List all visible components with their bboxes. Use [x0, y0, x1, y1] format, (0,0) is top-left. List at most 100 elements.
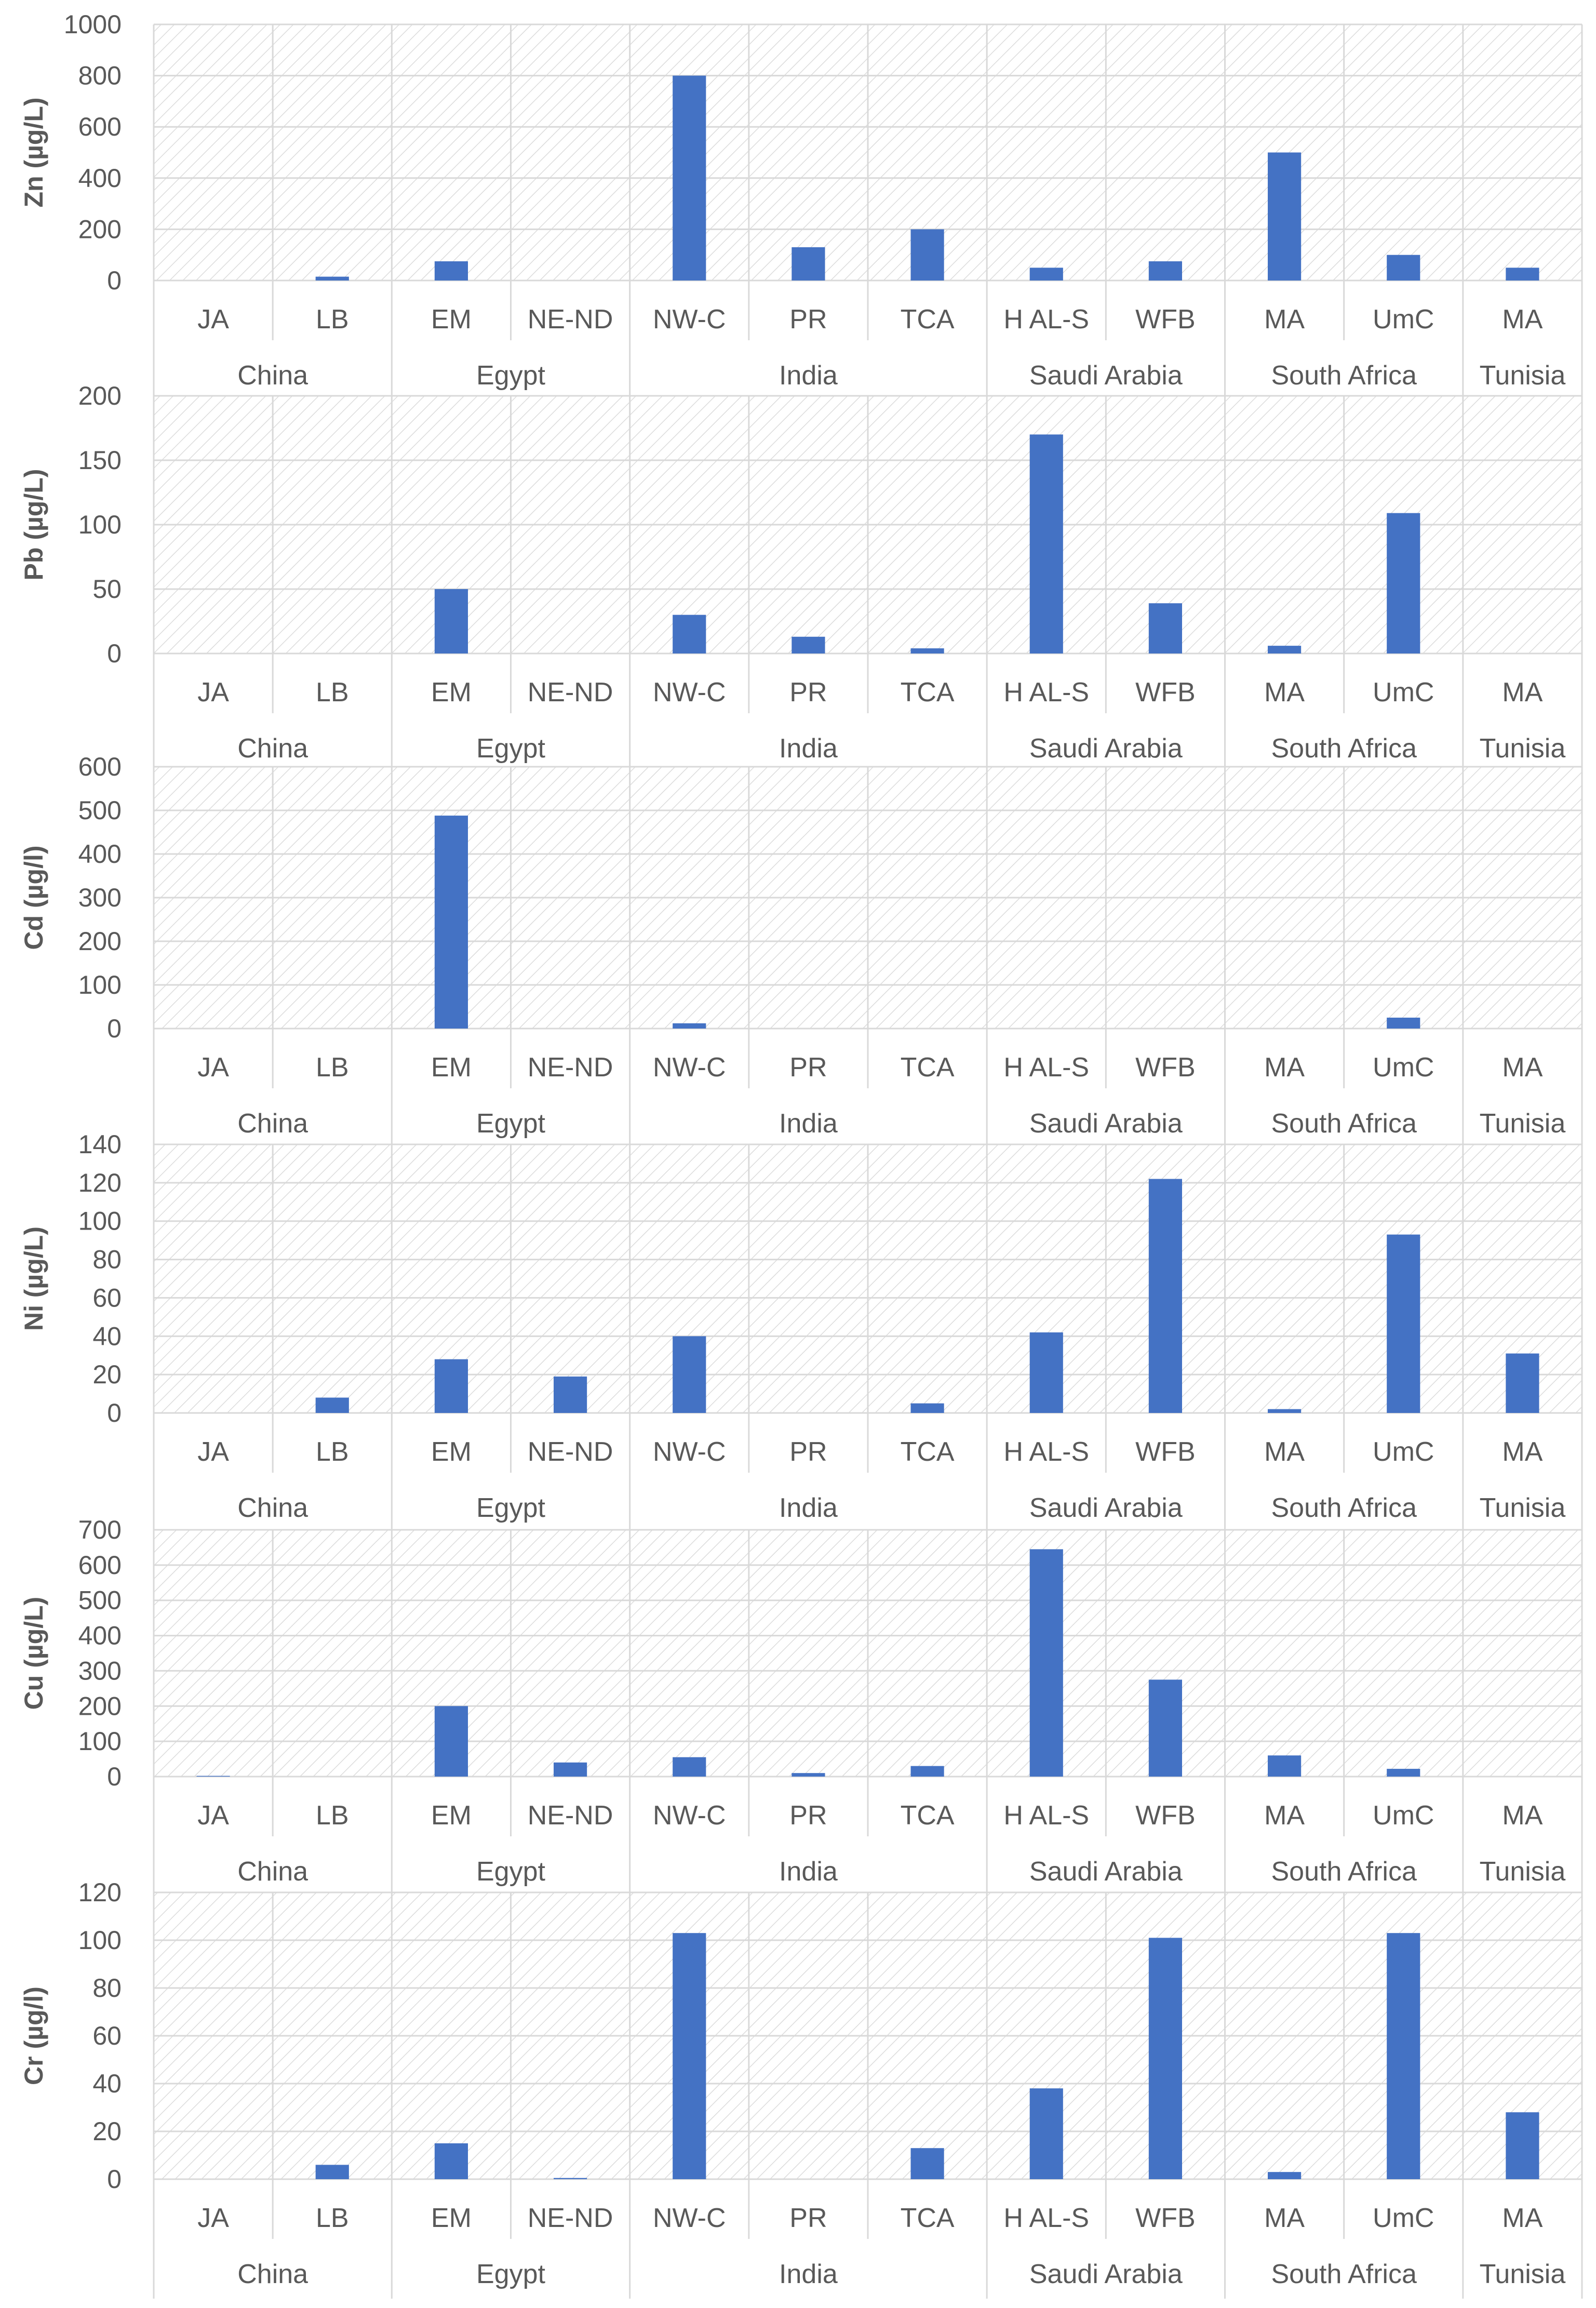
- x-group-label: India: [779, 361, 838, 391]
- y-tick-label: 0: [107, 1398, 122, 1428]
- x-group-label: Tunisia: [1480, 2259, 1566, 2289]
- panel-3: 0 100 200 300 400 500 600 JA LB EM NE-ND NW-C PR TCA H…: [19, 752, 1583, 1144]
- x-category-label: TCA: [901, 1437, 955, 1467]
- x-category-label: UmC: [1373, 1437, 1434, 1467]
- x-group-label: India: [779, 1109, 838, 1139]
- y-tick-label: 100: [78, 1926, 122, 1955]
- x-category-label: TCA: [901, 1052, 955, 1083]
- bar-nw-c: [673, 1933, 706, 2179]
- x-category-label: NW-C: [653, 1437, 726, 1467]
- x-category-label: MA: [1502, 304, 1543, 335]
- x-category-label: WFB: [1135, 1052, 1196, 1083]
- x-category-label: H AL-S: [1003, 304, 1089, 335]
- x-category-label: H AL-S: [1003, 1052, 1089, 1083]
- y-tick-label: 500: [78, 1586, 122, 1615]
- x-group-label: South Africa: [1271, 361, 1416, 391]
- y-tick-label: 80: [92, 1245, 122, 1274]
- bar-nw-c: [673, 1023, 706, 1029]
- y-tick-label: 140: [78, 1130, 122, 1159]
- x-group-label: Tunisia: [1480, 1109, 1566, 1139]
- x-category-label: MA: [1264, 2203, 1305, 2233]
- x-category-label: TCA: [901, 2203, 955, 2233]
- x-group-label: South Africa: [1271, 2259, 1416, 2289]
- bar-ma: [1506, 268, 1539, 281]
- x-category-label: LB: [316, 1800, 349, 1831]
- y-tick-label: 100: [78, 1207, 122, 1236]
- x-category-label: NW-C: [653, 1800, 726, 1831]
- x-group-label: Egypt: [476, 1109, 546, 1139]
- x-category-label: MA: [1502, 1800, 1543, 1831]
- x-category-label: MA: [1264, 677, 1305, 708]
- x-group-label: Saudi Arabia: [1029, 733, 1183, 764]
- y-tick-label: 60: [92, 2021, 122, 2050]
- bar-nw-c: [673, 1336, 706, 1413]
- y-tick-label: 150: [78, 446, 122, 475]
- x-category-label: UmC: [1373, 677, 1434, 708]
- panel-2: 0 50 100 150 200 JA LB EM NE-ND NW-C PR TCA H AL-S WF…: [19, 381, 1583, 767]
- y-tick-label: 50: [92, 575, 122, 604]
- bar-h-al-s: [1029, 268, 1063, 281]
- bar-ne-nd: [554, 1376, 587, 1413]
- y-tick-label: 40: [92, 2069, 122, 2098]
- x-category-label: EM: [431, 1437, 472, 1467]
- x-group-label: South Africa: [1271, 1857, 1416, 1887]
- bar-pr: [792, 247, 825, 281]
- bar-ma: [1268, 646, 1302, 653]
- x-group-label: Saudi Arabia: [1029, 1493, 1183, 1523]
- x-category-label: WFB: [1135, 304, 1196, 335]
- bar-lb: [315, 276, 349, 281]
- x-category-label: PR: [789, 677, 827, 708]
- x-category-label: JA: [197, 1800, 229, 1831]
- x-category-label: EM: [431, 304, 472, 335]
- bar-lb: [315, 2165, 349, 2179]
- x-group-label: Egypt: [476, 2259, 546, 2289]
- y-tick-label: 100: [78, 1727, 122, 1756]
- panel-6: 0 20 40 60 80 100 120 JA LB EM NE-ND NW-C PR TCA H AL-…: [19, 1878, 1583, 2299]
- x-category-label: MA: [1502, 1052, 1543, 1083]
- bar-umc: [1387, 1018, 1420, 1029]
- x-category-label: TCA: [901, 304, 955, 335]
- bar-em: [434, 589, 468, 653]
- y-tick-label: 600: [78, 112, 122, 141]
- y-tick-label: 300: [78, 1656, 122, 1685]
- x-group-label: Saudi Arabia: [1029, 1109, 1183, 1139]
- x-group-label: Saudi Arabia: [1029, 2259, 1183, 2289]
- x-group-label: Tunisia: [1480, 361, 1566, 391]
- x-group-label: China: [237, 1493, 308, 1523]
- y-axis-label: Zn (µg/L): [19, 97, 48, 207]
- y-tick-label: 400: [78, 164, 122, 193]
- y-tick-label: 0: [107, 266, 122, 295]
- x-category-label: JA: [197, 677, 229, 708]
- x-category-label: EM: [431, 2203, 472, 2233]
- bar-nw-c: [673, 75, 706, 281]
- bar-tca: [910, 2148, 944, 2179]
- x-category-label: MA: [1502, 1437, 1543, 1467]
- x-category-label: H AL-S: [1003, 1437, 1089, 1467]
- x-category-label: LB: [316, 1437, 349, 1467]
- x-group-label: China: [237, 1857, 308, 1887]
- y-tick-label: 60: [92, 1283, 122, 1312]
- x-group-label: China: [237, 2259, 308, 2289]
- bar-umc: [1387, 255, 1420, 281]
- bar-ne-nd: [554, 1762, 587, 1777]
- x-category-label: NW-C: [653, 1052, 726, 1083]
- x-category-label: MA: [1264, 1052, 1305, 1083]
- x-category-label: NE-ND: [528, 304, 613, 335]
- panel-1: 0 200 400 600 800 1000 JA LB EM NE-ND NW-C PR TCA H A…: [19, 10, 1583, 396]
- y-tick-label: 120: [78, 1878, 122, 1907]
- y-tick-label: 800: [78, 61, 122, 90]
- x-category-label: PR: [789, 1052, 827, 1083]
- x-group-label: Tunisia: [1480, 733, 1566, 764]
- x-category-label: PR: [789, 1800, 827, 1831]
- bar-h-al-s: [1029, 1332, 1063, 1413]
- x-category-label: MA: [1264, 1800, 1305, 1831]
- y-tick-label: 0: [107, 639, 122, 668]
- x-category-label: MA: [1502, 2203, 1543, 2233]
- bar-pr: [792, 636, 825, 653]
- x-category-label: H AL-S: [1003, 1800, 1089, 1831]
- x-category-label: LB: [316, 2203, 349, 2233]
- x-category-label: UmC: [1373, 2203, 1434, 2233]
- y-tick-label: 40: [92, 1322, 122, 1351]
- x-group-label: Tunisia: [1480, 1857, 1566, 1887]
- x-group-label: Saudi Arabia: [1029, 1857, 1183, 1887]
